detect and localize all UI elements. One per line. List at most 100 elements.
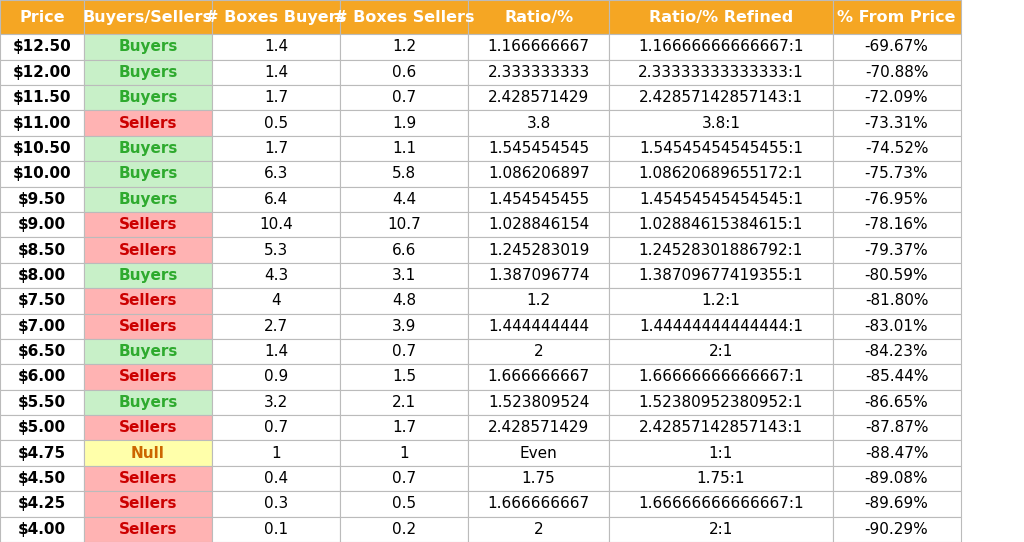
Text: 1.028846154: 1.028846154 <box>488 217 589 232</box>
Text: 1.38709677419355:1: 1.38709677419355:1 <box>639 268 803 283</box>
Bar <box>833 237 961 263</box>
Text: -79.37%: -79.37% <box>864 243 929 257</box>
Text: Ratio/% Refined: Ratio/% Refined <box>649 10 793 24</box>
Text: 6.3: 6.3 <box>264 166 288 182</box>
Text: 1.45454545454545:1: 1.45454545454545:1 <box>639 192 803 207</box>
Bar <box>340 390 468 415</box>
Text: $5.00: $5.00 <box>18 420 66 435</box>
Bar <box>212 390 340 415</box>
Text: Ratio/%: Ratio/% <box>504 10 573 24</box>
Text: 4.8: 4.8 <box>392 293 416 308</box>
Text: 10.4: 10.4 <box>259 217 293 232</box>
Bar <box>0 85 84 111</box>
Bar <box>340 161 468 186</box>
Text: 1.523809524: 1.523809524 <box>488 395 589 410</box>
Bar <box>212 136 340 161</box>
Text: 0.5: 0.5 <box>264 115 288 131</box>
Bar <box>0 136 84 161</box>
Text: 3.8:1: 3.8:1 <box>701 115 740 131</box>
Bar <box>0 0 84 34</box>
Bar <box>609 390 833 415</box>
Text: $6.00: $6.00 <box>17 370 67 384</box>
Bar <box>212 313 340 339</box>
Text: $4.00: $4.00 <box>18 522 66 537</box>
Bar <box>0 111 84 136</box>
Bar <box>84 136 212 161</box>
Text: 1.66666666666667:1: 1.66666666666667:1 <box>638 496 804 512</box>
Bar <box>84 263 212 288</box>
Text: 1.2:1: 1.2:1 <box>701 293 740 308</box>
Text: $10.50: $10.50 <box>12 141 72 156</box>
Text: 4: 4 <box>271 293 281 308</box>
Bar <box>212 466 340 491</box>
Text: -84.23%: -84.23% <box>864 344 929 359</box>
Text: $10.00: $10.00 <box>12 166 72 182</box>
Bar <box>609 491 833 517</box>
Bar <box>84 517 212 542</box>
Bar <box>468 34 609 60</box>
Bar <box>0 34 84 60</box>
Bar <box>0 161 84 186</box>
Text: 0.7: 0.7 <box>392 471 416 486</box>
Text: -73.31%: -73.31% <box>864 115 929 131</box>
Text: 3.2: 3.2 <box>264 395 288 410</box>
Bar <box>468 85 609 111</box>
Bar <box>212 491 340 517</box>
Bar <box>212 34 340 60</box>
Text: 0.2: 0.2 <box>392 522 416 537</box>
Bar <box>833 136 961 161</box>
Bar <box>84 161 212 186</box>
Text: 1.66666666666667:1: 1.66666666666667:1 <box>638 370 804 384</box>
Text: Sellers: Sellers <box>119 420 177 435</box>
Bar <box>609 517 833 542</box>
Bar <box>0 390 84 415</box>
Bar <box>468 186 609 212</box>
Bar <box>212 288 340 313</box>
Bar <box>212 441 340 466</box>
Text: 5.3: 5.3 <box>264 243 288 257</box>
Bar <box>609 0 833 34</box>
Text: 3.9: 3.9 <box>392 319 416 334</box>
Bar <box>0 415 84 441</box>
Text: Buyers: Buyers <box>119 395 177 410</box>
Text: 0.9: 0.9 <box>264 370 288 384</box>
Bar <box>468 0 609 34</box>
Bar <box>609 415 833 441</box>
Text: Sellers: Sellers <box>119 243 177 257</box>
Bar <box>833 441 961 466</box>
Bar <box>0 263 84 288</box>
Text: 1: 1 <box>399 446 409 461</box>
Text: Sellers: Sellers <box>119 522 177 537</box>
Text: Sellers: Sellers <box>119 471 177 486</box>
Text: 2.7: 2.7 <box>264 319 288 334</box>
Bar <box>468 441 609 466</box>
Bar <box>468 339 609 364</box>
Text: 1.75: 1.75 <box>522 471 555 486</box>
Bar <box>340 441 468 466</box>
Bar <box>340 111 468 136</box>
Text: -69.67%: -69.67% <box>864 40 929 54</box>
Text: -83.01%: -83.01% <box>864 319 929 334</box>
Text: $12.50: $12.50 <box>12 40 72 54</box>
Text: $6.50: $6.50 <box>17 344 67 359</box>
Text: 2.1: 2.1 <box>392 395 416 410</box>
Text: Buyers: Buyers <box>119 141 177 156</box>
Bar <box>468 390 609 415</box>
Bar <box>468 466 609 491</box>
Bar <box>833 60 961 85</box>
Bar <box>84 34 212 60</box>
Bar <box>468 491 609 517</box>
Bar <box>468 136 609 161</box>
Text: -70.88%: -70.88% <box>864 65 929 80</box>
Bar <box>0 364 84 390</box>
Text: 5.8: 5.8 <box>392 166 416 182</box>
Text: 1:1: 1:1 <box>709 446 733 461</box>
Text: 2:1: 2:1 <box>709 522 733 537</box>
Bar <box>833 186 961 212</box>
Text: 2: 2 <box>534 522 544 537</box>
Bar <box>212 364 340 390</box>
Bar <box>84 111 212 136</box>
Bar <box>84 186 212 212</box>
Bar <box>609 364 833 390</box>
Text: 1.545454545: 1.545454545 <box>488 141 589 156</box>
